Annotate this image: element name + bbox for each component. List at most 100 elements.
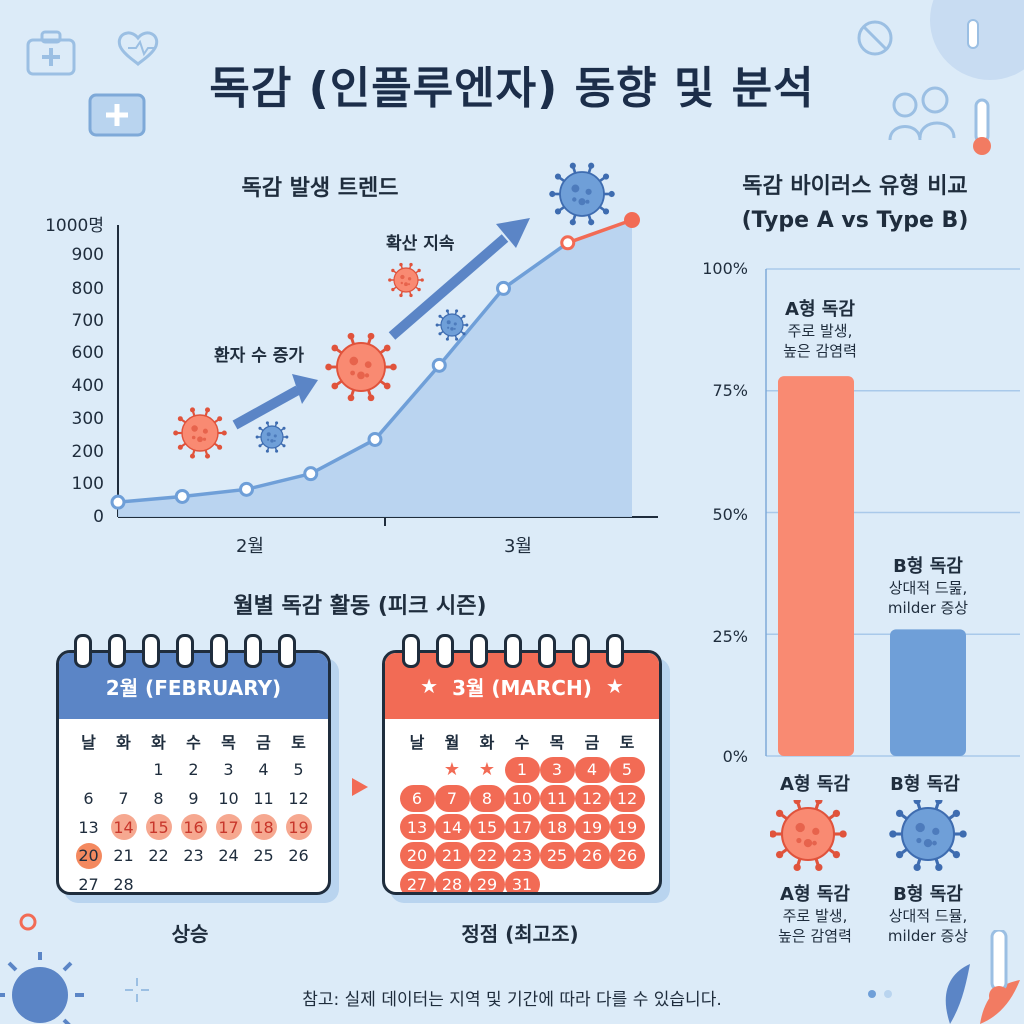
calendar-day: 24 [218,846,239,866]
trend-annotation-spread: 확산 지속 [386,234,455,254]
calendar-day: 18 [539,813,575,841]
weekday-header: 화 [479,733,495,753]
page-title: 독감 (인플루엔자) 동향 및 분석 [209,63,815,114]
star-icon: ★ [605,674,624,698]
trend-point [496,280,511,296]
trend-y-tick: 1000명 [45,216,104,236]
compare-y-tick: 100% [702,259,748,278]
calendar-day: 21 [434,842,470,869]
trend-point [110,494,126,510]
type-a-legend-desc: 주로 발생, [782,907,848,925]
calendar-day: 10 [504,785,540,812]
calendar-day: 17 [211,813,246,842]
trend-point [239,481,254,497]
growth-arrow-icon [232,374,318,430]
weekday-header: 목 [221,733,236,753]
bar-b-top-desc: milder 증상 [887,599,969,617]
calendar-day: 1 [153,760,164,780]
compare-subtitle-line1: 독감 바이러스 유형 비교 [742,174,968,199]
calendar-march-title: 3월 (MARCH) [452,675,592,700]
calendar-february: 2월 (FEBRUARY) 날 화 화 수 목 금 토 1 2 3 4 5 6 7 8 9 10 11 12 13 14… [56,634,339,903]
type-b-legend-label: B형 독감 [893,884,963,905]
trend-y-tick: 600 [71,343,104,363]
calendar-ring [244,634,262,668]
calendar-day: 12 [288,788,309,808]
calendar-day: 23 [183,846,204,866]
calendar-ring [108,634,126,668]
calendar-march-caption: 정점 (최고조) [461,922,579,946]
calendar-day: 27 [399,870,435,892]
trend-x-label-feb: 2월 [235,536,264,557]
virus-icon [435,309,469,341]
trend-point [431,357,447,373]
calendar-ring [436,634,454,668]
calendar-day: 7 [434,785,470,812]
weekday-header: 화 [116,733,131,753]
compare-y-tick: 50% [712,505,748,524]
calendar-day: 4 [258,760,269,780]
star-icon: ★ [420,674,439,698]
trend-point [367,431,383,447]
virus-icon [325,332,397,402]
calendar-empty [106,756,141,785]
calendar-march: ★ 3월 (MARCH) ★ 날 월 화 수 목 금 토 ★ ★ 1 3 4 5 6 7 8 10 11 12 12 1… [382,634,670,903]
calendar-day: 11 [253,788,274,808]
bar-a-axis-label: A형 독감 [780,774,850,795]
weekday-header: 토 [291,733,306,753]
compare-y-tick: 75% [712,381,748,400]
star-icon: ★ [478,759,496,781]
calendar-day: 3 [539,756,575,784]
virus-icon [549,162,615,226]
star-icon: ★ [443,759,461,781]
calendar-day: 19 [574,813,610,841]
weekday-header: 날 [81,733,96,753]
calendar-day: 22 [469,842,505,869]
compare-subtitle-line2: (Type A vs Type B) [741,208,969,233]
calendar-day: 11 [539,785,575,812]
calendar-day: 7 [118,788,129,808]
calendar-day: 22 [148,846,169,866]
calendar-february-title: 2월 (FEBRUARY) [105,675,282,700]
calendar-day: 3 [223,760,234,780]
calendar-day: 8 [469,785,505,812]
calendar-day: 6 [83,788,94,808]
trend-subtitle: 독감 발생 트렌드 [241,176,399,201]
calendar-day: 16 [176,813,211,842]
compare-subtitle: 독감 바이러스 유형 비교 (Type A vs Type B) [690,170,1020,238]
virus-icon [255,421,289,453]
calendar-ring [504,634,522,668]
weekday-header: 월 [444,733,460,753]
weekday-header: 수 [514,733,530,753]
calendar-empty [71,756,106,785]
trend-point [560,235,576,251]
calendar-march-header: ★ 3월 (MARCH) ★ [385,653,659,719]
bar-b-axis-label: B형 독감 [890,774,960,795]
calendar-day: 12 [609,785,645,812]
calendar-day: 19 [281,813,316,842]
calendar-day: 21 [113,846,134,866]
virus-icon [173,407,227,459]
trend-x-label-mar: 3월 [503,536,532,557]
weekday-header: 금 [584,733,600,753]
calendar-day: 28 [434,870,470,892]
monthly-subtitle: 월별 독감 활동 (피크 시즌) [233,594,487,619]
calendar-day: 25 [253,846,274,866]
spread-arrow-icon [388,218,530,340]
calendar-day: 9 [188,788,199,808]
weekday-header: 금 [256,733,271,753]
trend-line [117,241,569,504]
bar-a-top-desc: 주로 발생, [787,322,853,340]
calendar-day: 28 [113,874,134,894]
trend-annotation-patients: 환자 수 증가 [214,346,305,366]
compare-y-tick: 25% [712,627,748,646]
type-b-legend: B형 독감 상대적 드뮬, milder 증상 [868,880,988,946]
calendar-ring [402,634,420,668]
bar-type-a [778,376,854,756]
virus-type-a-icon [770,800,847,872]
calendar-day: 19 [609,813,645,841]
weekday-header: 화 [151,733,166,753]
calendar-day: 31 [504,870,540,892]
calendar-ring [278,634,296,668]
trend-y-tick: 800 [71,279,104,299]
calendar-day: 12 [574,785,610,812]
